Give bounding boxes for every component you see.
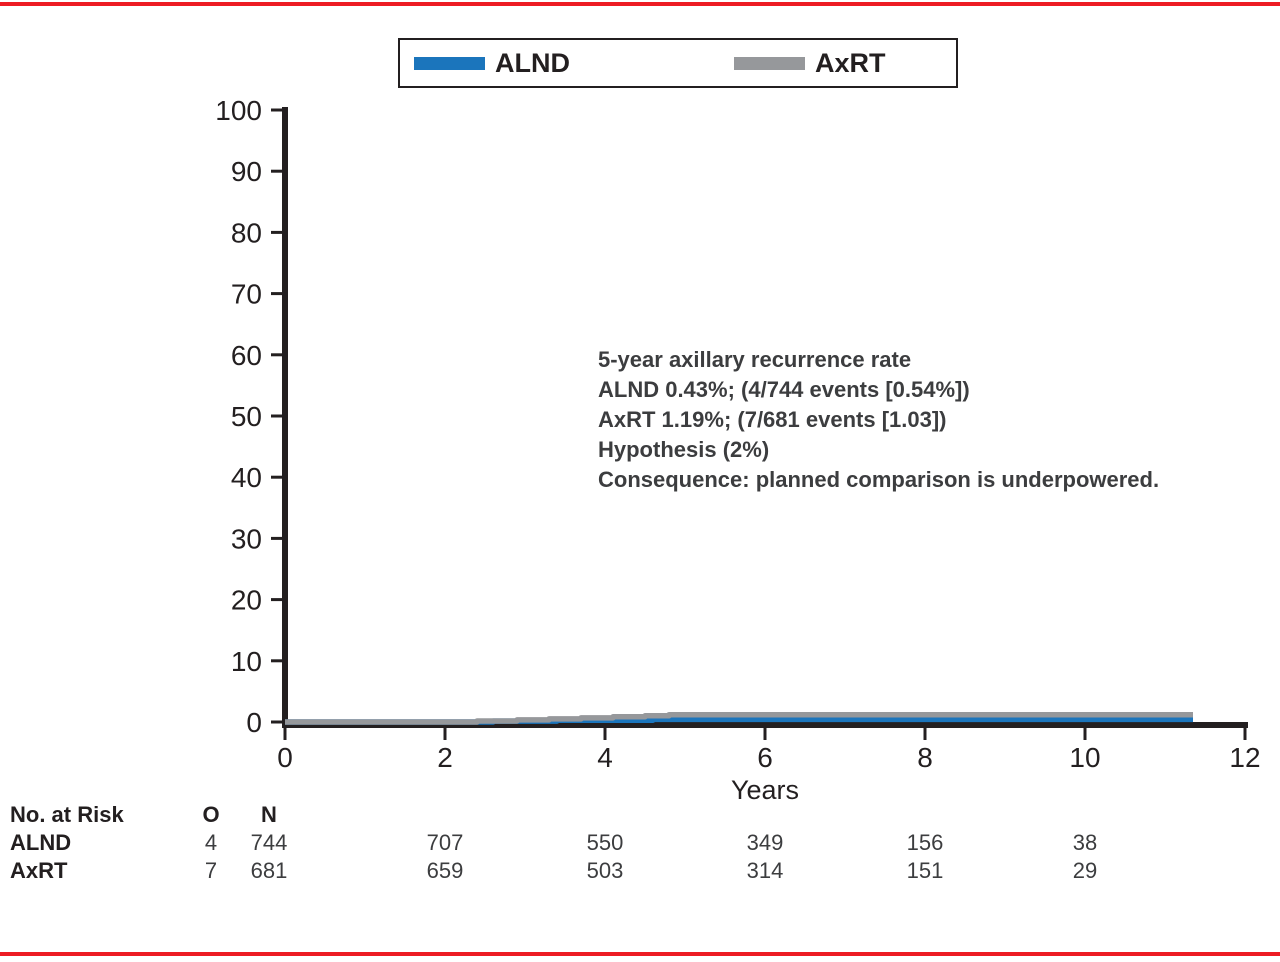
risk-axrt-count-y10: 29 [1072, 858, 1098, 883]
y-tick-label: 0 [246, 707, 262, 738]
annotation-line-2: ALND 0.43%; (4/744 events [0.54%]) [598, 377, 970, 402]
bottom-red-rule [0, 952, 1280, 956]
annotation-block: 5-year axillary recurrence rate ALND 0.4… [598, 345, 1159, 495]
risk-alnd-count-y4: 550 [586, 830, 624, 855]
risk-alnd-count-y10: 38 [1072, 830, 1098, 855]
y-tick-label: 100 [215, 95, 262, 126]
axrt-line-swatch [734, 56, 805, 70]
risk-axrt-n: 681 [250, 858, 288, 883]
alnd-line-swatch [414, 56, 485, 70]
y-tick-label: 80 [231, 217, 262, 248]
risk-axrt-events: 7 [204, 858, 218, 883]
risk-axrt-count-y4: 503 [586, 858, 624, 883]
axrt-legend-label: AxRT [815, 47, 886, 78]
x-tick-label: 8 [917, 742, 933, 773]
x-tick-label: 10 [1069, 742, 1100, 773]
risk-header-o: O [202, 802, 220, 827]
risk-header-row: No. at Risk O N [0, 802, 1280, 828]
risk-axrt-count-y8: 151 [906, 858, 944, 883]
x-tick-label: 12 [1229, 742, 1260, 773]
annotation-line-1: 5-year axillary recurrence rate [598, 347, 912, 372]
y-tick-label: 50 [231, 401, 262, 432]
annotation-line-4: Hypothesis (2%) [598, 437, 770, 462]
risk-alnd-count-y8: 156 [906, 830, 944, 855]
x-axis-title: Years [730, 775, 800, 805]
risk-table-title: No. at Risk [10, 802, 124, 827]
legend-item-alnd: ALND [414, 47, 570, 78]
x-tick-label: 4 [597, 742, 613, 773]
alnd-legend-label: ALND [495, 47, 570, 78]
risk-row-axrt-label: AxRT [10, 858, 68, 883]
y-tick-label: 40 [231, 462, 262, 493]
risk-alnd-n: 744 [250, 830, 288, 855]
y-tick-label: 90 [231, 156, 262, 187]
risk-header-n: N [261, 802, 277, 827]
annotation-line-5: Consequence: planned comparison is under… [598, 467, 1160, 492]
x-tick-label: 6 [757, 742, 773, 773]
legend-item-axrt: AxRT [734, 47, 886, 78]
risk-table: No. at Risk O N ALND 4 744 707 550 349 1… [0, 802, 1280, 912]
risk-row-axrt: AxRT 7 681 659 503 314 151 29 [0, 858, 1280, 884]
y-tick-label: 10 [231, 646, 262, 677]
risk-row-alnd-label: ALND [10, 830, 72, 855]
risk-axrt-count-y6: 314 [746, 858, 784, 883]
x-tick-label: 2 [437, 742, 453, 773]
risk-alnd-events: 4 [204, 830, 218, 855]
y-tick-label: 70 [231, 279, 262, 310]
chart-legend: ALND AxRT [398, 38, 958, 88]
series-line-axrt [285, 711, 1193, 725]
risk-alnd-count-y6: 349 [746, 830, 784, 855]
y-tick-label: 30 [231, 523, 262, 554]
y-tick-label: 20 [231, 585, 262, 616]
top-red-rule [0, 2, 1280, 6]
y-tick-label: 60 [231, 340, 262, 371]
risk-row-alnd: ALND 4 744 707 550 349 156 38 [0, 830, 1280, 856]
x-tick-label: 0 [277, 742, 293, 773]
risk-axrt-count-y2: 659 [426, 858, 464, 883]
risk-alnd-count-y2: 707 [426, 830, 464, 855]
annotation-line-3: AxRT 1.19%; (7/681 events [1.03]) [598, 407, 947, 432]
